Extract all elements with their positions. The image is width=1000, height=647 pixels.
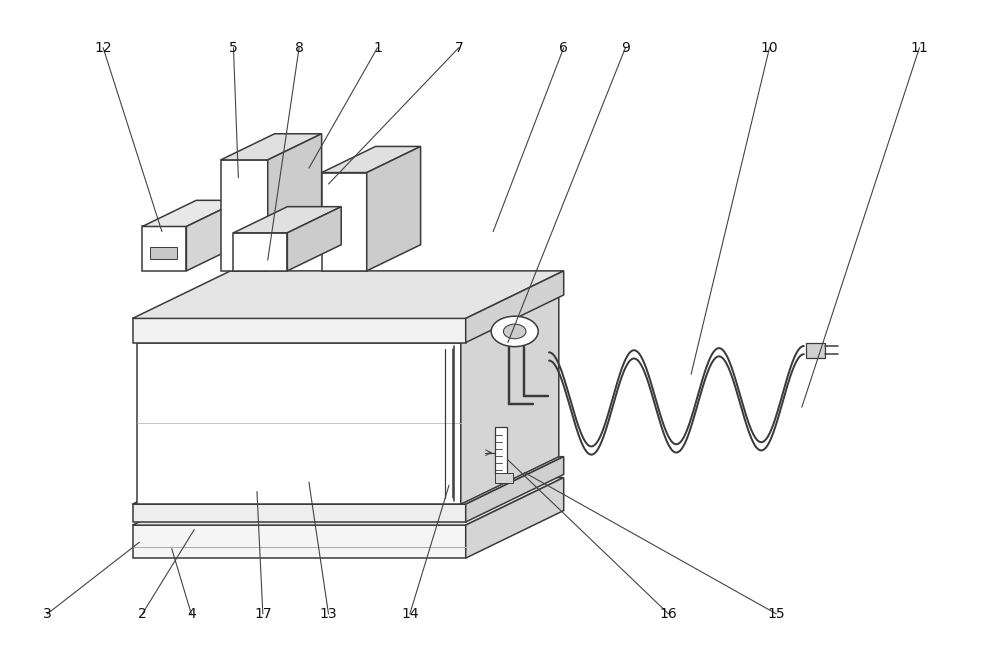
Text: 2: 2 bbox=[138, 607, 147, 621]
Text: 1: 1 bbox=[373, 41, 382, 55]
Circle shape bbox=[503, 324, 526, 339]
Text: 10: 10 bbox=[761, 41, 778, 55]
Circle shape bbox=[491, 316, 538, 347]
Polygon shape bbox=[150, 247, 177, 259]
Text: 15: 15 bbox=[768, 607, 785, 621]
Polygon shape bbox=[806, 342, 825, 358]
Text: 14: 14 bbox=[401, 607, 419, 621]
Polygon shape bbox=[495, 473, 513, 483]
Text: 8: 8 bbox=[295, 41, 304, 55]
Text: 16: 16 bbox=[660, 607, 677, 621]
Polygon shape bbox=[142, 201, 240, 226]
Polygon shape bbox=[466, 457, 564, 522]
Polygon shape bbox=[137, 295, 559, 342]
Text: 13: 13 bbox=[320, 607, 337, 621]
Polygon shape bbox=[132, 457, 564, 504]
Polygon shape bbox=[268, 134, 322, 271]
Text: 12: 12 bbox=[94, 41, 112, 55]
Polygon shape bbox=[137, 342, 461, 504]
Text: 5: 5 bbox=[229, 41, 238, 55]
Polygon shape bbox=[322, 146, 421, 173]
Polygon shape bbox=[466, 477, 564, 558]
Polygon shape bbox=[221, 160, 268, 271]
Text: 3: 3 bbox=[43, 607, 52, 621]
Text: 9: 9 bbox=[621, 41, 630, 55]
Polygon shape bbox=[233, 206, 341, 233]
Text: 6: 6 bbox=[559, 41, 568, 55]
Text: 17: 17 bbox=[254, 607, 272, 621]
Polygon shape bbox=[495, 426, 507, 474]
Polygon shape bbox=[132, 525, 466, 558]
Polygon shape bbox=[142, 226, 186, 271]
Polygon shape bbox=[221, 134, 322, 160]
Polygon shape bbox=[132, 271, 564, 318]
Polygon shape bbox=[322, 173, 367, 271]
Polygon shape bbox=[132, 477, 564, 525]
Polygon shape bbox=[287, 206, 341, 271]
Polygon shape bbox=[367, 146, 421, 271]
Text: 4: 4 bbox=[187, 607, 196, 621]
Polygon shape bbox=[186, 201, 240, 271]
Polygon shape bbox=[466, 271, 564, 342]
Polygon shape bbox=[132, 504, 466, 522]
Text: 7: 7 bbox=[454, 41, 463, 55]
Polygon shape bbox=[461, 295, 559, 504]
Polygon shape bbox=[132, 318, 466, 342]
Text: 11: 11 bbox=[911, 41, 928, 55]
Polygon shape bbox=[233, 233, 287, 271]
